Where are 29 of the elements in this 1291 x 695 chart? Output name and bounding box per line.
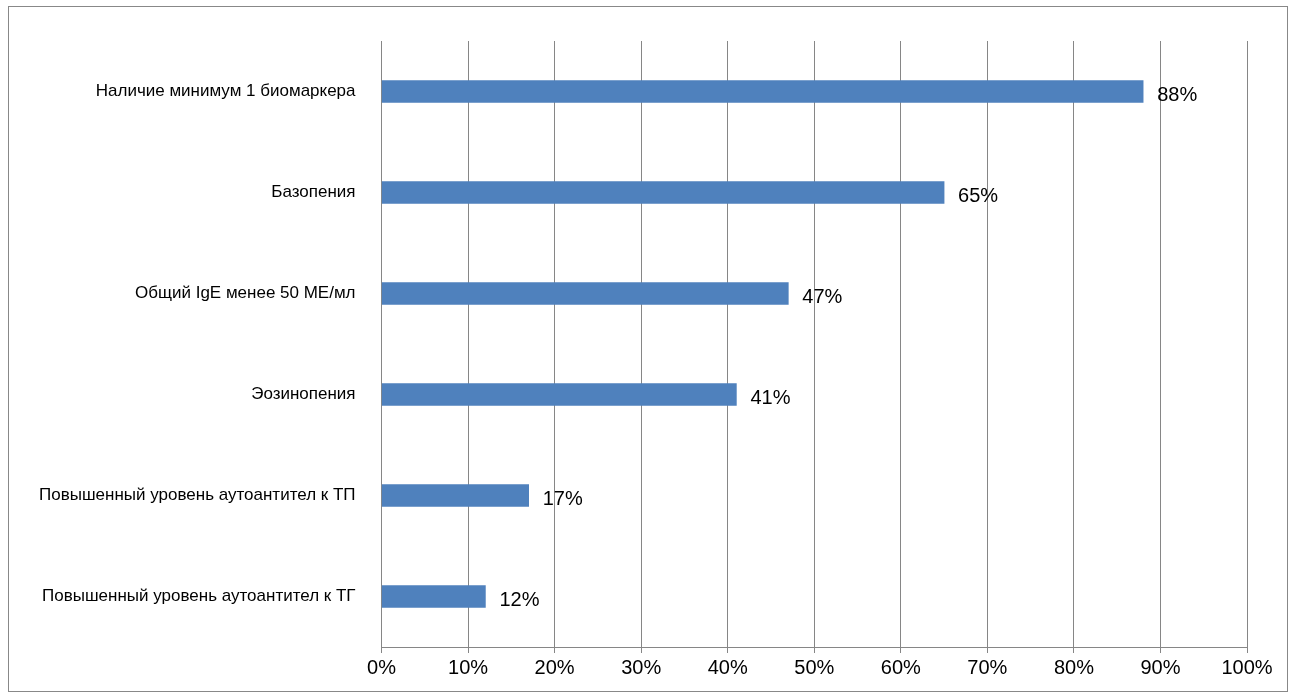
- x-tick-label: 10%: [448, 655, 489, 678]
- x-tick-label: 40%: [707, 655, 748, 678]
- y-tick-label: Базопения: [271, 182, 356, 202]
- bar: [381, 80, 1144, 103]
- data-label: 65%: [958, 184, 999, 207]
- y-tick-label: Эозинопения: [251, 384, 356, 404]
- bar: [381, 585, 486, 608]
- y-tick-label: Общий IgE менее 50 МЕ/мл: [135, 283, 356, 303]
- bar: [381, 282, 789, 305]
- data-label: 88%: [1157, 83, 1198, 106]
- bar: [381, 383, 737, 406]
- x-tick-label: 20%: [534, 655, 575, 678]
- bar: [381, 484, 529, 507]
- data-label: 41%: [750, 386, 791, 409]
- x-tick-label: 90%: [1140, 655, 1181, 678]
- x-tick-label: 30%: [621, 655, 662, 678]
- y-tick-label: Наличие минимум 1 биомаркера: [95, 81, 357, 101]
- x-tick-label: 70%: [967, 655, 1008, 678]
- y-tick-label: Повышенный уровень аутоантител к ТП: [39, 485, 356, 505]
- x-tick-label: 100%: [1221, 655, 1273, 678]
- x-tick-label: 80%: [1053, 655, 1095, 678]
- data-label: 17%: [542, 487, 583, 510]
- x-tick-label: 0%: [367, 655, 397, 678]
- x-tick-label: 50%: [794, 655, 835, 678]
- data-label: 47%: [802, 285, 843, 308]
- x-tick-label: 60%: [880, 655, 922, 678]
- data-label: 12%: [499, 588, 540, 611]
- bar: [381, 181, 945, 204]
- y-tick-label: Повышенный уровень аутоантител к ТГ: [42, 586, 356, 606]
